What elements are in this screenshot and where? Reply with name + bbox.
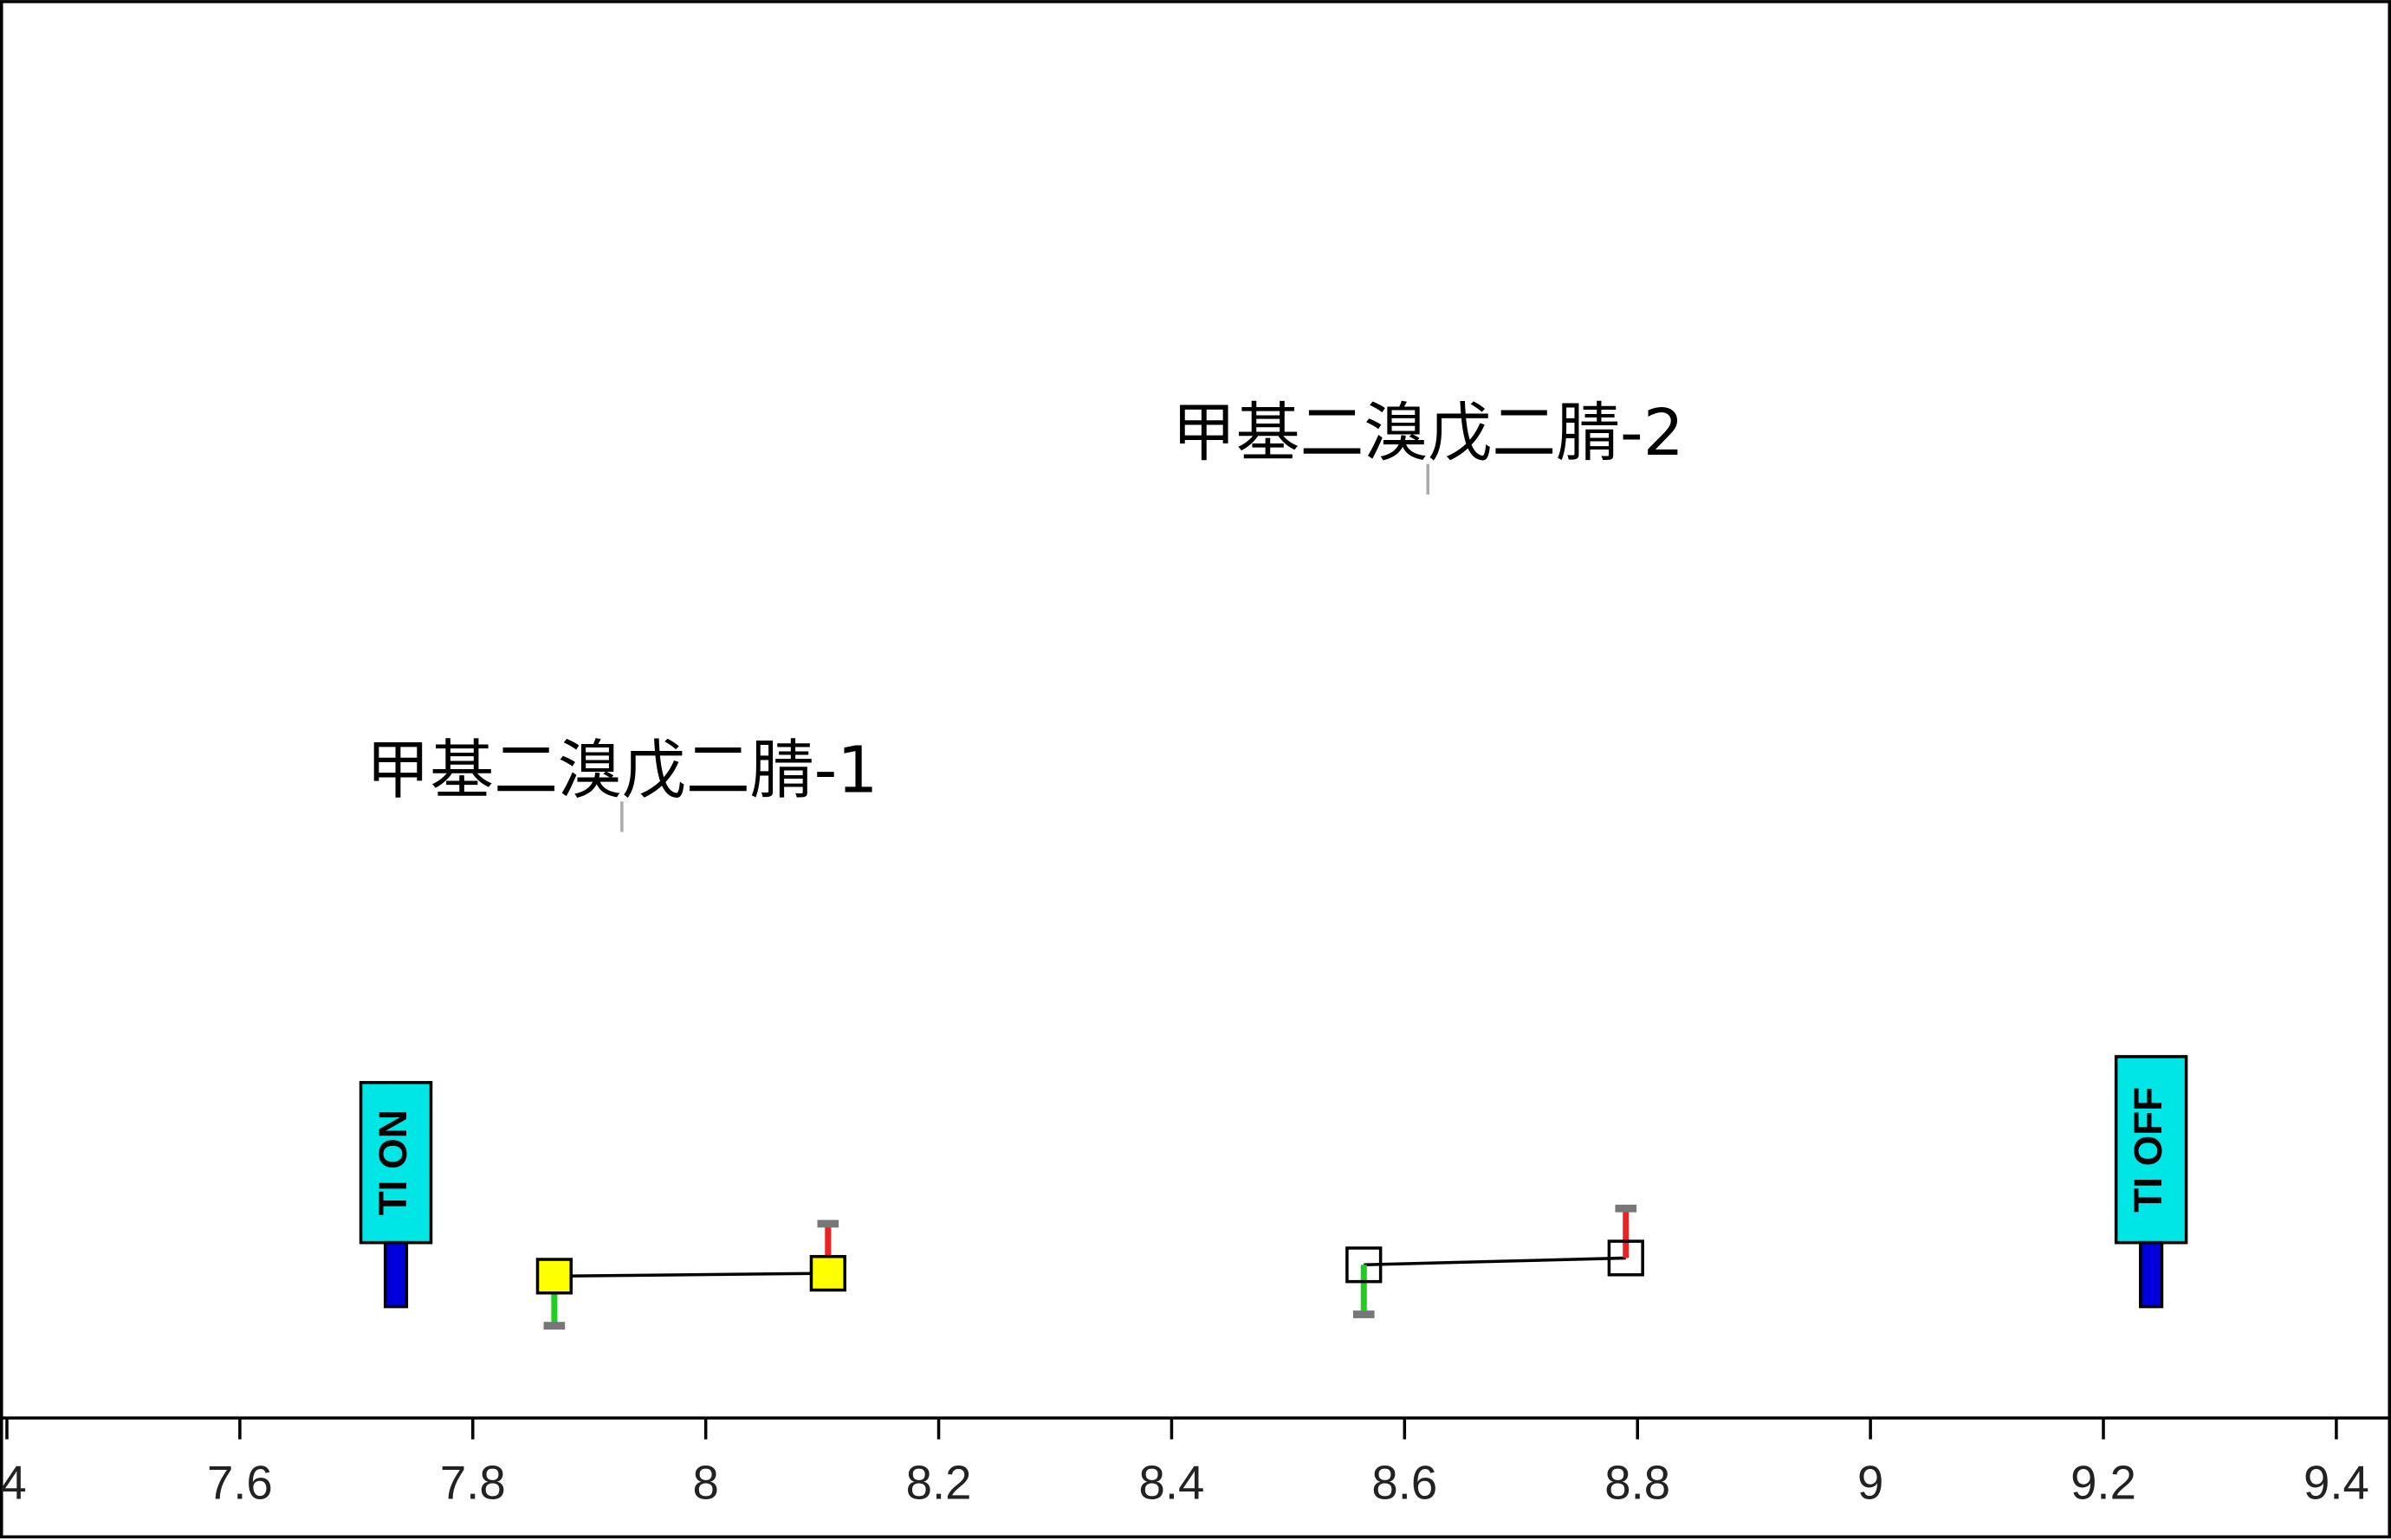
event-label: TI OFF [2126, 1087, 2170, 1213]
peak-label: 甲基二溴戊二腈-2 [1172, 396, 1684, 470]
x-tick-label: 7.6 [207, 1456, 273, 1509]
peak-baseline [554, 1271, 828, 1278]
x-tick-label: 8.6 [1371, 1456, 1437, 1509]
start-marker [535, 1258, 573, 1295]
x-tick-label: 9.4 [2304, 1456, 2369, 1509]
end-tick-cap [817, 1220, 839, 1228]
event-pin [383, 1240, 409, 1309]
event-box [2114, 1055, 2188, 1245]
x-tick-label: 9.2 [2070, 1456, 2136, 1509]
peak-baseline [1364, 1256, 1626, 1267]
end-tick-cap [1615, 1204, 1637, 1213]
start-tick-cap [1352, 1310, 1375, 1318]
x-tick-label: 7.8 [440, 1456, 506, 1509]
end-marker [1607, 1239, 1644, 1277]
event-pin [2139, 1240, 2164, 1309]
x-tick-label: 9 [1857, 1456, 1883, 1509]
end-marker [809, 1254, 846, 1292]
event-label: TI ON [371, 1110, 415, 1215]
x-tick-label: 8 [692, 1456, 718, 1509]
start-marker [1345, 1246, 1383, 1284]
x-tick-label: 8.4 [1139, 1456, 1205, 1509]
peak-label: 甲基二溴戊二腈-1 [366, 734, 878, 808]
start-tick-cap [543, 1322, 566, 1330]
x-tick-label: 8.2 [906, 1456, 972, 1509]
x-tick-label: .4 [0, 1456, 27, 1509]
x-tick-label: 8.8 [1604, 1456, 1670, 1509]
